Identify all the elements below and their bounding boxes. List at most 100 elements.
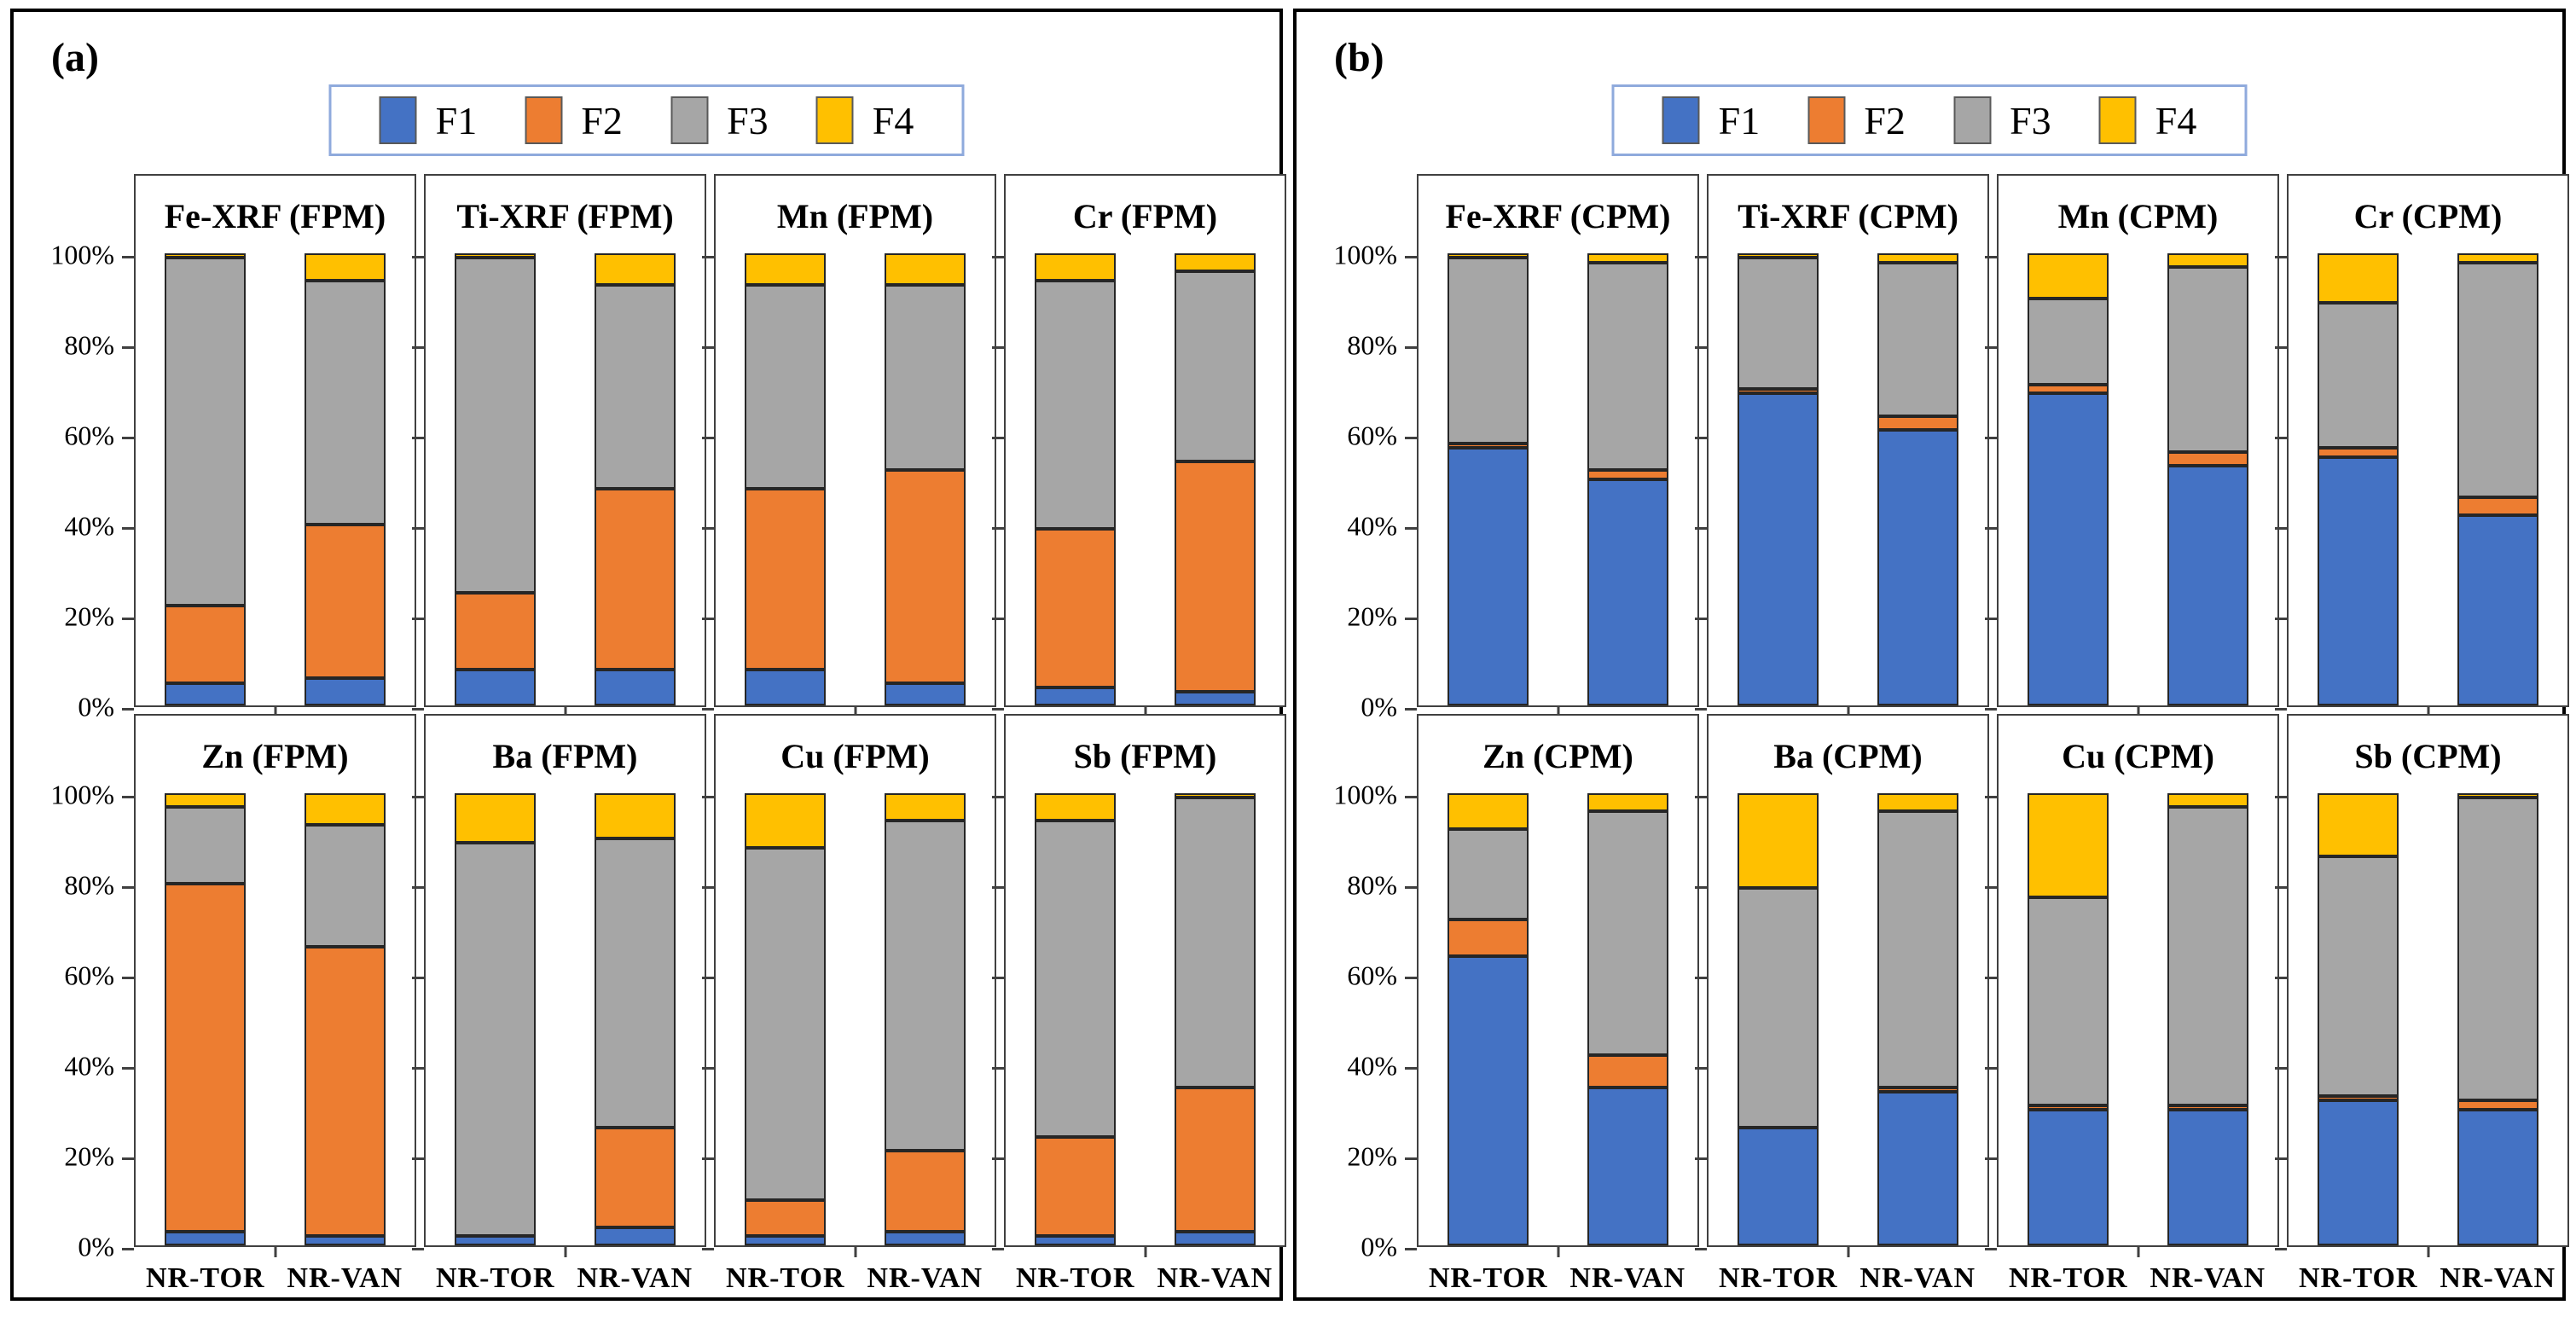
segment-f2 (2457, 1100, 2538, 1110)
y-tick (1985, 886, 1997, 889)
y-tick (992, 886, 1004, 889)
legend-swatch-f4 (815, 96, 854, 144)
y-tick-label: 80% (1347, 869, 1397, 901)
x-axis-tick (564, 705, 566, 717)
plot-area (2289, 793, 2567, 1245)
bar-nr-tor (1448, 793, 1529, 1245)
y-tick (702, 1248, 714, 1250)
legend-label-f4: F4 (2155, 98, 2197, 142)
y-tick (2275, 1248, 2287, 1250)
chart-fe-xrf-fpm: Fe-XRF (FPM) (122, 174, 416, 717)
segment-f3 (1448, 258, 1529, 444)
chart-title: Mn (FPM) (776, 197, 934, 235)
x-axis-tick (1144, 1245, 1146, 1257)
segment-f3 (745, 847, 827, 1200)
segment-f1 (2457, 1110, 2538, 1245)
plot-area (426, 793, 705, 1245)
segment-f3 (2028, 299, 2109, 385)
chart-title: Cu (CPM) (2062, 737, 2214, 775)
chart-title: Mn (CPM) (2057, 197, 2219, 235)
x-category-label-nr-tor: NR-TOR (2299, 1262, 2418, 1294)
y-tick (122, 437, 134, 439)
y-tick (1695, 886, 1707, 889)
x-axis-tick (1847, 705, 1849, 717)
y-tick-label: 60% (64, 420, 114, 451)
y-tick (122, 1248, 134, 1250)
y-tick (992, 527, 1004, 530)
y-tick (1405, 1067, 1417, 1070)
y-tick (122, 527, 134, 530)
segment-f1 (455, 1236, 537, 1245)
y-tick (122, 796, 134, 798)
segment-f3 (455, 843, 537, 1237)
segment-f1 (884, 682, 966, 705)
y-tick (992, 1248, 1004, 1250)
y-tick (992, 437, 1004, 439)
segment-f1 (1448, 955, 1529, 1245)
legend-label-f2: F2 (1864, 98, 1906, 142)
y-tick (1985, 1248, 1997, 1250)
segment-f4 (884, 793, 966, 821)
segment-f1 (745, 669, 827, 705)
segment-f2 (1877, 415, 1958, 430)
bar-nr-van (594, 253, 676, 705)
y-tick (702, 1067, 714, 1070)
segment-f1 (165, 1232, 247, 1245)
plot-area (1999, 793, 2277, 1245)
bar-nr-van (2457, 793, 2538, 1245)
segment-f4 (884, 253, 966, 286)
segment-f1 (165, 682, 247, 705)
y-tick-label: 0% (78, 691, 114, 722)
x-category-labels: NR-TOR NR-VAN (136, 1249, 415, 1295)
chart-title: Fe-XRF (FPM) (164, 197, 386, 235)
x-category-labels: NR-TOR NR-VAN (1709, 1249, 1987, 1295)
y-tick (1695, 256, 1707, 258)
chart-sb-cpm: Sb (CPM) NR-TOR NR-VAN (2275, 714, 2569, 1294)
chart-mn-cpm: Mn (CPM) (1985, 174, 2279, 717)
x-category-label-nr-tor: NR-TOR (436, 1262, 555, 1294)
y-tick-label: 60% (1347, 420, 1397, 451)
chart-title: Zn (FPM) (201, 737, 349, 775)
y-tick (992, 977, 1004, 979)
y-tick-label: 100% (1333, 779, 1397, 810)
bar-nr-tor (165, 793, 247, 1245)
x-axis-tick (2137, 705, 2139, 717)
y-tick (1695, 527, 1707, 530)
segment-f4 (1877, 253, 1958, 263)
segment-f1 (745, 1236, 827, 1245)
segment-f1 (2167, 1110, 2248, 1245)
chart-title: Sb (FPM) (1073, 737, 1217, 775)
segment-f3 (165, 806, 247, 884)
segment-f3 (2028, 896, 2109, 1105)
y-tick-label: 80% (64, 329, 114, 361)
y-tick (1405, 437, 1417, 439)
y-tick (2275, 256, 2287, 258)
x-category-labels: NR-TOR NR-VAN (1419, 1249, 1697, 1295)
segment-f2 (1738, 389, 1819, 394)
segment-f4 (594, 793, 676, 838)
chart-grid: 100% 80% 60% 40% 20% 0% Fe-XRF (FPM) Ti-XRF (FP… (14, 174, 1286, 1294)
chart-title: Ba (CPM) (1773, 737, 1923, 775)
y-tick (702, 437, 714, 439)
y-tick (1695, 708, 1707, 711)
y-tick (702, 886, 714, 889)
y-tick-label: 20% (1347, 600, 1397, 632)
y-tick (122, 708, 134, 711)
y-tick (702, 618, 714, 620)
segment-f1 (594, 1227, 676, 1245)
segment-f4 (1174, 253, 1256, 272)
y-tick (702, 977, 714, 979)
plot-area (1419, 253, 1697, 705)
segment-f2 (2318, 447, 2399, 457)
x-category-label-nr-van: NR-VAN (2440, 1262, 2556, 1294)
segment-f1 (2028, 393, 2109, 705)
y-tick-label: 100% (1333, 239, 1397, 270)
y-tick (1985, 437, 1997, 439)
x-axis-tick (1557, 1245, 1559, 1257)
x-axis-tick (1144, 705, 1146, 717)
x-category-label-nr-van: NR-VAN (1859, 1262, 1976, 1294)
y-tick (2275, 346, 2287, 349)
legend-swatch-f2 (525, 96, 563, 144)
bar-nr-van (1174, 253, 1256, 705)
